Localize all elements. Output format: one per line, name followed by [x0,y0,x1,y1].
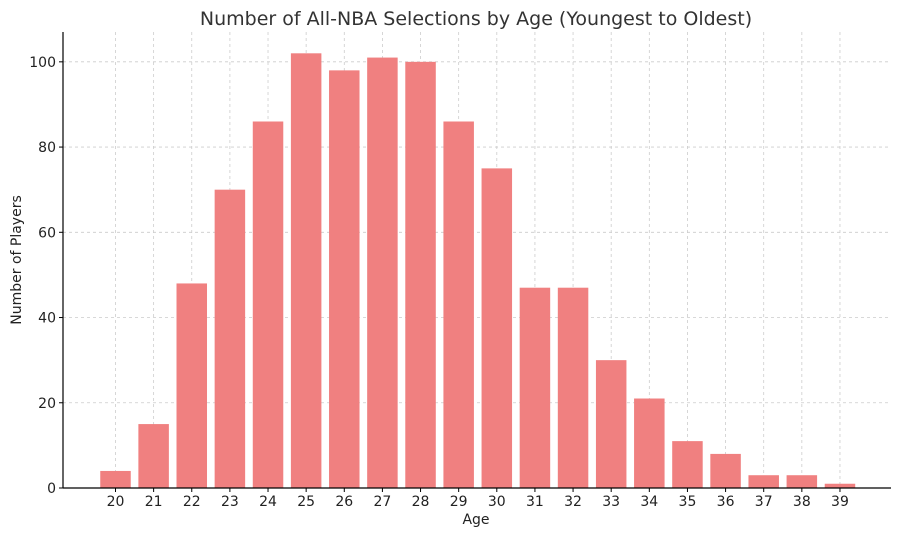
bar-age-32 [557,287,589,488]
x-axis-label: Age [462,512,489,528]
x-tick-label: 23 [221,494,239,510]
bars [100,53,856,489]
bar-age-30 [481,168,513,488]
bar-age-20 [100,470,131,488]
bar-age-23 [214,189,246,488]
bar-age-34 [634,398,665,488]
bar-age-28 [405,61,436,488]
y-tick-label: 60 [38,225,56,241]
bar-age-38 [786,475,818,488]
x-tick-label: 36 [717,494,735,510]
bar-age-27 [367,57,398,488]
y-tick-label: 20 [38,396,56,412]
y-tick-label: 80 [38,140,56,156]
y-tick-labels: 0 20 40 60 80 100 [29,55,56,497]
bar-age-37 [748,475,779,488]
bar-age-39 [824,483,856,488]
x-tick-label: 28 [412,494,430,510]
bar-age-24 [252,121,284,488]
axes [59,32,891,492]
x-tick-label: 38 [793,494,811,510]
y-tick-label: 100 [29,55,56,71]
bar-age-21 [138,424,169,488]
x-tick-label: 22 [183,494,201,510]
bar-age-35 [672,441,703,488]
bar-age-29 [443,121,474,488]
bar-age-26 [329,70,360,489]
x-tick-label: 21 [145,494,163,510]
x-tick-label: 37 [755,494,773,510]
x-tick-label: 35 [679,494,697,510]
x-tick-label: 25 [297,494,315,510]
x-tick-label: 20 [107,494,125,510]
y-axis-label: Number of Players [9,195,25,325]
x-tick-label: 32 [564,494,582,510]
x-tick-label: 31 [526,494,544,510]
bar-age-31 [519,287,551,488]
bar-age-33 [595,360,627,488]
x-tick-label: 27 [373,494,391,510]
x-tick-label: 29 [450,494,468,510]
x-tick-label: 26 [335,494,353,510]
y-tick-label: 0 [47,481,56,497]
x-tick-label: 34 [640,494,658,510]
x-tick-label: 33 [602,494,620,510]
x-tick-label: 30 [488,494,506,510]
bar-age-25 [290,53,322,488]
x-tick-labels: 20 21 22 23 24 25 26 27 28 29 30 31 32 33 34 35 36 37 38 39 [107,494,849,510]
x-tick-label: 24 [259,494,277,510]
y-tick-label: 40 [38,311,56,327]
bar-age-36 [710,453,741,488]
bar-age-22 [176,283,208,488]
x-tick-label: 39 [831,494,849,510]
chart-title: Number of All-NBA Selections by Age (You… [200,8,752,30]
